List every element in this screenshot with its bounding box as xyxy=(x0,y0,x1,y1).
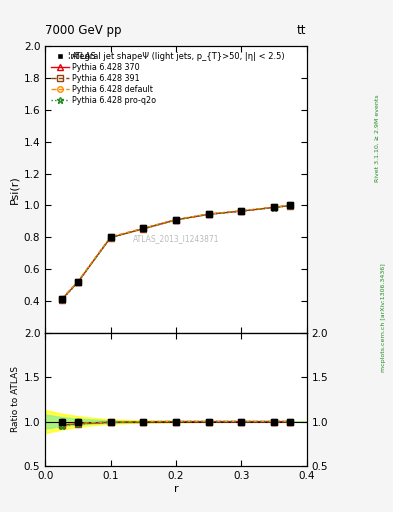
Text: 7000 GeV pp: 7000 GeV pp xyxy=(45,24,122,37)
Text: Rivet 3.1.10, ≥ 2.9M events: Rivet 3.1.10, ≥ 2.9M events xyxy=(375,94,380,182)
Text: ATLAS_2013_I1243871: ATLAS_2013_I1243871 xyxy=(132,233,219,243)
Y-axis label: Psi(r): Psi(r) xyxy=(9,175,20,204)
Text: tt: tt xyxy=(297,24,307,37)
Text: Integral jet shapeΨ (light jets, p_{T}>50, |η| < 2.5): Integral jet shapeΨ (light jets, p_{T}>5… xyxy=(68,52,284,61)
Text: mcplots.cern.ch [arXiv:1306.3436]: mcplots.cern.ch [arXiv:1306.3436] xyxy=(381,263,386,372)
Y-axis label: Ratio to ATLAS: Ratio to ATLAS xyxy=(11,367,20,432)
Legend: ATLAS, Pythia 6.428 370, Pythia 6.428 391, Pythia 6.428 default, Pythia 6.428 pr: ATLAS, Pythia 6.428 370, Pythia 6.428 39… xyxy=(49,50,158,106)
X-axis label: r: r xyxy=(174,483,178,494)
